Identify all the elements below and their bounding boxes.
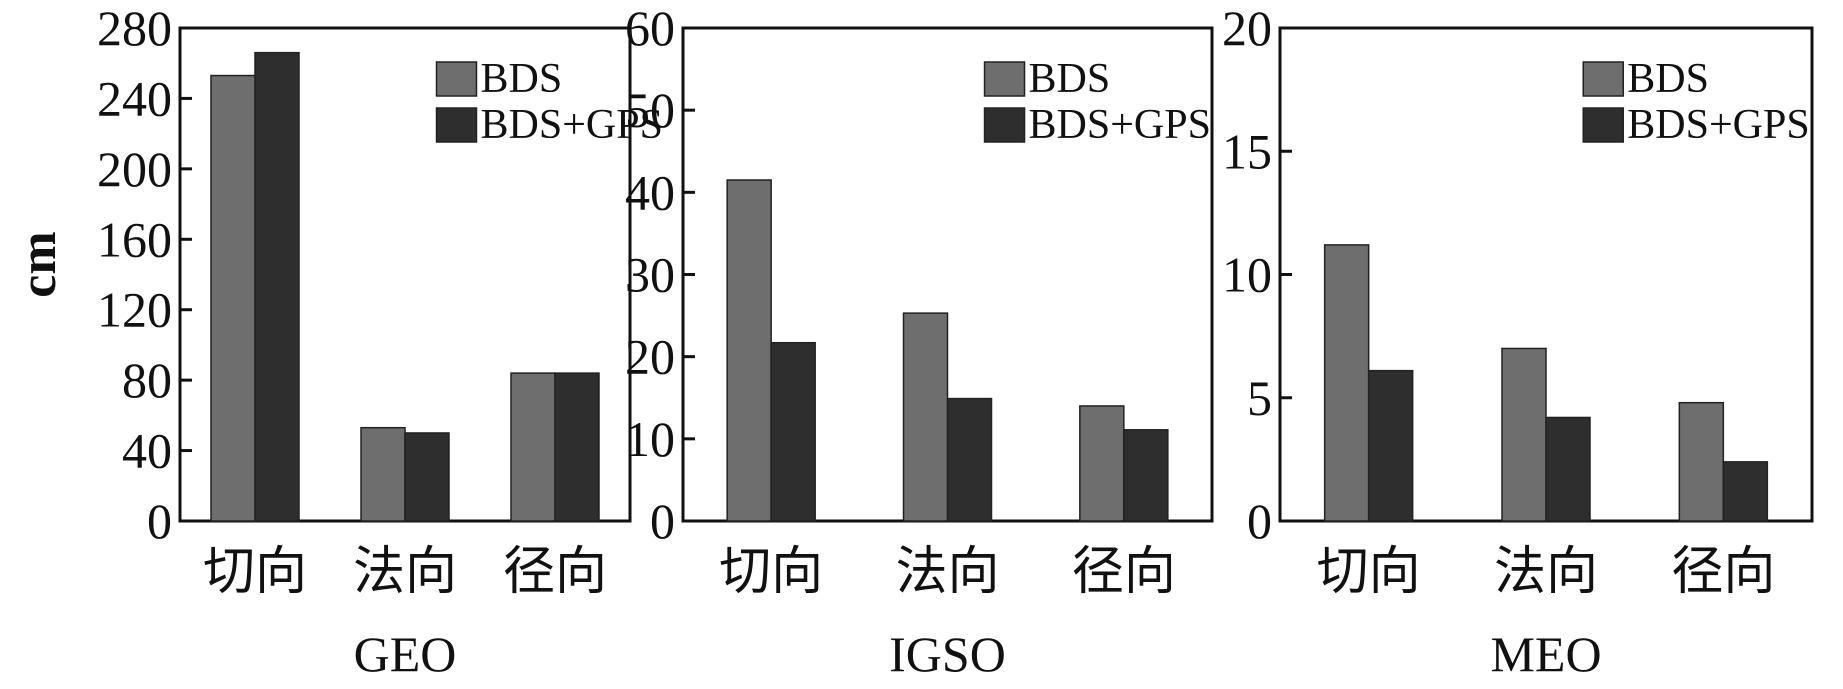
y-tick-label: 30: [625, 247, 675, 303]
x-tick-label: 切向: [203, 544, 307, 601]
y-axis-title: cm: [10, 231, 67, 297]
x-tick-label: 切向: [1317, 544, 1421, 601]
y-tick-label: 20: [625, 329, 675, 385]
bar-bds: [510, 372, 556, 522]
bar-bds-gps: [1545, 416, 1591, 522]
x-tick-label: 法向: [1494, 544, 1598, 601]
y-tick-label: 280: [97, 0, 172, 56]
y-tick-label: 50: [625, 82, 675, 138]
legend-swatch-bds-gps: [983, 107, 1026, 143]
legend-label: BDS: [481, 56, 563, 102]
x-tick-label: 径向: [1671, 544, 1775, 601]
bar-bds: [902, 312, 949, 522]
y-tick-label: 5: [1247, 370, 1272, 426]
legend-swatch-bds: [1582, 61, 1624, 97]
bar-bds: [1678, 401, 1725, 522]
bar-bds-gps: [946, 397, 993, 522]
y-tick-label: 20: [1222, 0, 1272, 56]
legend-swatch-bds-gps: [435, 107, 478, 143]
legend-swatch-bds-gps: [1582, 107, 1624, 143]
x-tick-label: 径向: [503, 544, 607, 601]
x-axis-title: IGSO: [889, 626, 1006, 682]
bar-bds-gps: [1722, 461, 1769, 522]
bar-bds: [210, 74, 256, 522]
bar-bds-gps: [404, 432, 450, 522]
x-tick-label: 径向: [1072, 544, 1176, 601]
y-tick-label: 160: [97, 211, 172, 267]
bar-bds: [1501, 347, 1547, 522]
bar-bds: [360, 426, 406, 522]
legend-swatch-bds: [435, 61, 478, 97]
y-tick-label: 0: [1247, 493, 1272, 549]
bar-bds-gps: [1123, 429, 1169, 522]
y-tick-label: 240: [97, 70, 172, 126]
y-tick-label: 200: [97, 141, 172, 197]
legend-label: BDS+GPS: [1029, 102, 1211, 148]
bar-bds: [1079, 405, 1125, 522]
x-tick-label: 法向: [353, 544, 457, 601]
bar-bds: [726, 179, 772, 522]
legend-label: BDS+GPS: [1627, 102, 1809, 148]
x-axis-title: MEO: [1490, 626, 1601, 682]
y-tick-label: 40: [625, 164, 675, 220]
y-tick-label: 10: [1222, 247, 1272, 303]
bar-bds-gps: [254, 51, 300, 522]
y-tick-label: 80: [122, 352, 172, 408]
legend-label: BDS: [1627, 56, 1709, 102]
y-tick-label: 0: [147, 493, 172, 549]
y-tick-label: 40: [122, 423, 172, 479]
y-tick-label: 0: [650, 493, 675, 549]
y-tick-label: 15: [1222, 123, 1272, 179]
bar-bds-gps: [1367, 369, 1414, 522]
y-tick-label: 120: [97, 282, 172, 338]
y-tick-label: 60: [625, 0, 675, 56]
x-tick-label: 法向: [895, 544, 999, 601]
y-tick-label: 10: [625, 411, 675, 467]
x-axis-title: GEO: [354, 626, 457, 682]
x-tick-label: 切向: [719, 544, 823, 601]
legend-swatch-bds: [983, 61, 1026, 97]
bar-bds: [1323, 244, 1370, 522]
legend-label: BDS: [1029, 56, 1111, 102]
legend-label: BDS+GPS: [481, 102, 663, 148]
bar-bds-gps: [554, 372, 600, 522]
bar-bds-gps: [770, 341, 816, 522]
